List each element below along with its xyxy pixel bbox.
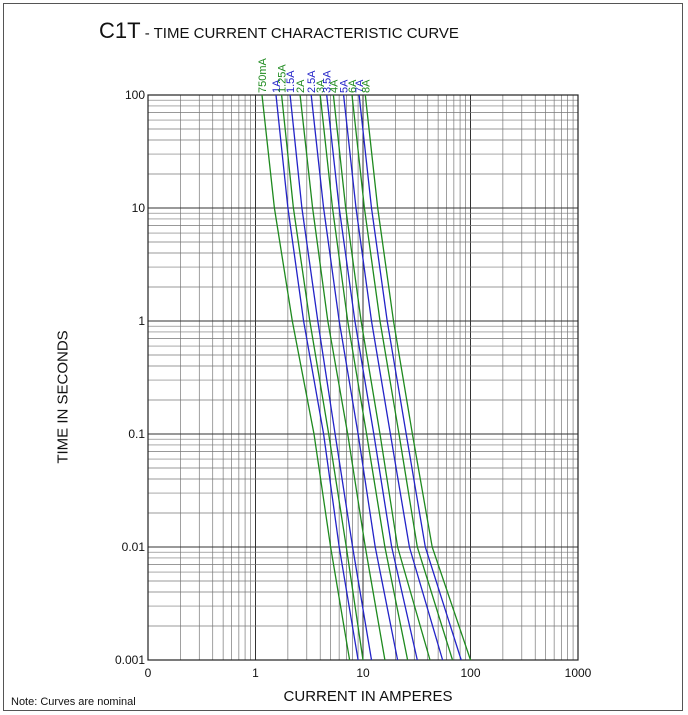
- y-tick-label: 100: [125, 88, 145, 102]
- curve-750mA: [261, 94, 351, 661]
- curve-2.5A: [310, 94, 399, 661]
- x-tick-label: 100: [460, 666, 480, 680]
- curve-label-3A: 3A: [315, 79, 327, 93]
- curve-1.5A: [289, 94, 373, 661]
- y-axis-label: TIME IN SECONDS: [54, 330, 72, 464]
- curve-label-7A: 7A: [354, 79, 366, 93]
- curve-4A: [332, 94, 431, 661]
- y-tick-label: 1: [138, 314, 145, 328]
- curve-label-8A: 8A: [360, 79, 372, 93]
- title-code: C1T: [99, 18, 141, 43]
- curve-label-1A: 1A: [271, 79, 283, 93]
- x-axis-label: CURRENT IN AMPERES: [283, 688, 453, 705]
- curve-5A: [342, 94, 444, 661]
- footer-note: Note: Curves are nominal: [11, 696, 136, 708]
- x-tick-label: 10: [356, 666, 370, 680]
- x-tick-label: 1000: [565, 666, 592, 680]
- y-tick-label: 0.001: [115, 653, 145, 667]
- curve-6A: [351, 94, 454, 661]
- curve-2A: [299, 94, 386, 661]
- x-tick-label: 1: [252, 666, 259, 680]
- curve-label-750mA: 750mA: [257, 57, 269, 93]
- chart-title: C1T - TIME CURRENT CHARACTERISTIC CURVE: [99, 18, 459, 44]
- curve-label-6A: 6A: [347, 79, 359, 93]
- curve-label-1.25A: 1.25A: [277, 64, 289, 93]
- curve-1A: [275, 94, 359, 661]
- curve-label-4A: 4A: [328, 79, 340, 93]
- curve-label-1.5A: 1.5A: [285, 70, 297, 93]
- curve-3.5A: [326, 94, 418, 661]
- y-tick-label: 10: [132, 201, 146, 215]
- y-tick-label: 0.1: [128, 427, 145, 441]
- curve-7A: [358, 94, 462, 661]
- curve-label-2A: 2A: [295, 79, 307, 93]
- curve-label-3.5A: 3.5A: [322, 70, 334, 93]
- curve-1.25A: [280, 94, 364, 661]
- curve-3A: [319, 94, 409, 661]
- curve-label-5A: 5A: [339, 79, 351, 93]
- curve-8A: [364, 94, 472, 661]
- y-tick-label: 0.01: [122, 540, 146, 554]
- curve-label-2.5A: 2.5A: [306, 70, 318, 93]
- x-tick-label: 0: [145, 666, 152, 680]
- chart-frame: [3, 3, 683, 711]
- title-text: - TIME CURRENT CHARACTERISTIC CURVE: [140, 25, 459, 42]
